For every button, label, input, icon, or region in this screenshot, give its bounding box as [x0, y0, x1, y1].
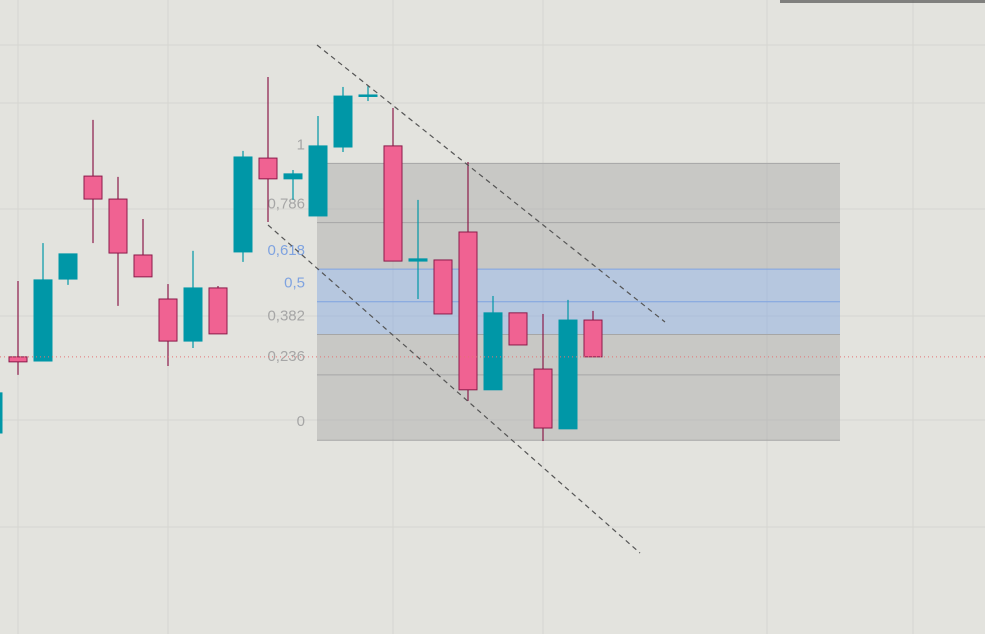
- fib-level-label: 0,382: [267, 307, 305, 324]
- fib-level-label: 0,618: [267, 242, 305, 259]
- fib-level-label: 1: [297, 136, 305, 153]
- candle-body: [58, 253, 78, 280]
- candle-body: [383, 145, 403, 262]
- trend-line: [267, 224, 641, 554]
- fib-band: [317, 374, 840, 441]
- candle-body: [558, 319, 578, 430]
- candle-body: [533, 368, 553, 429]
- candle-body: [233, 156, 253, 253]
- fib-level-label: 0,5: [284, 275, 305, 292]
- fib-band: [317, 269, 840, 302]
- candle-body: [158, 298, 178, 342]
- fib-band: [317, 301, 840, 335]
- candle-body: [308, 145, 328, 217]
- candle-body: [8, 356, 28, 363]
- candle-body: [583, 319, 603, 358]
- candle-body: [108, 198, 128, 254]
- candles: [0, 76, 603, 442]
- candle-body: [183, 287, 203, 342]
- candle-body: [458, 231, 478, 391]
- panel-edge: [780, 0, 985, 3]
- candle-body: [333, 95, 353, 148]
- trend-line: [316, 44, 666, 323]
- candle-body: [283, 173, 303, 180]
- candle-body: [433, 259, 453, 315]
- fib-band: [317, 163, 840, 223]
- candle-body: [33, 279, 53, 362]
- trend-channel: [267, 44, 666, 554]
- fib-level-label: 0,786: [267, 196, 305, 213]
- fib-band: [317, 334, 840, 375]
- candle-body: [208, 287, 228, 335]
- candle-body: [508, 312, 528, 346]
- fib-band: [317, 222, 840, 270]
- candle-body: [258, 157, 278, 180]
- candle-body: [83, 175, 103, 200]
- candle-body: [408, 258, 428, 262]
- fib-level-label: 0: [297, 413, 305, 430]
- candle-body: [483, 312, 503, 391]
- candle-body: [0, 392, 3, 434]
- fib-level-label: 0,236: [267, 348, 305, 365]
- candle-body: [133, 254, 153, 278]
- fibonacci-retracement: 1 0,786 0,618 0,5 0,382 0,236 0: [267, 136, 840, 441]
- candle-body: [358, 94, 378, 97]
